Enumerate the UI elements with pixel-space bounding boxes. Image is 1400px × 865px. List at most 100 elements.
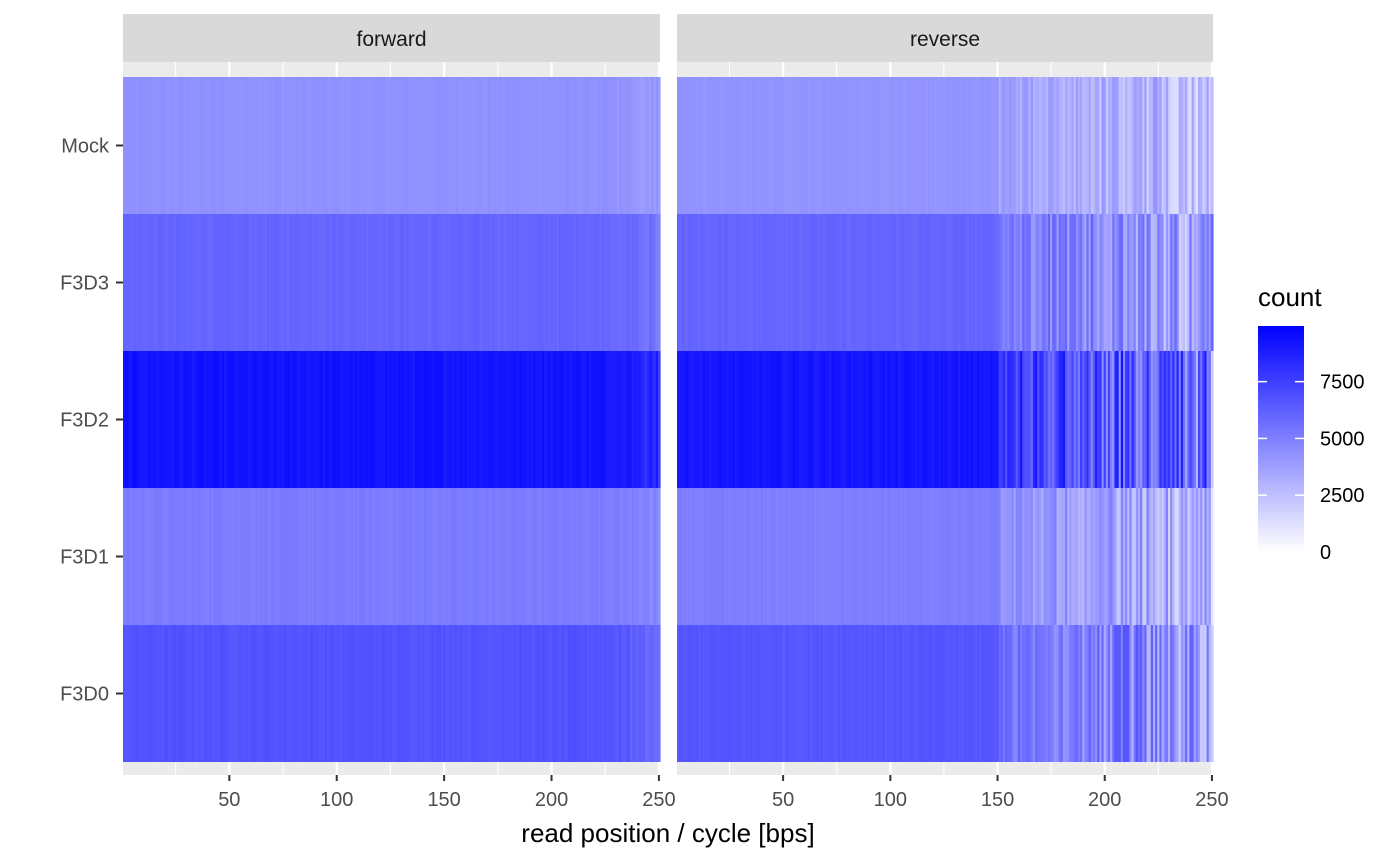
heatmap-tile	[1193, 214, 1197, 351]
heatmap-tile	[640, 488, 644, 625]
heatmap-tile	[531, 351, 534, 488]
heatmap-tile	[799, 77, 802, 214]
heatmap-tile	[1067, 214, 1070, 351]
heatmap-tile	[153, 77, 156, 214]
heatmap-tile	[754, 214, 757, 351]
heatmap-tile	[951, 488, 955, 625]
heatmap-tile	[1090, 214, 1094, 351]
heatmap-tile	[445, 488, 448, 625]
heatmap-tile	[1103, 214, 1107, 351]
heatmap-tile	[1148, 214, 1152, 351]
heatmap-tile	[275, 214, 279, 351]
heatmap-tile	[466, 488, 470, 625]
heatmap-tile	[839, 488, 843, 625]
heatmap-tile	[878, 77, 882, 214]
heatmap-tile	[820, 351, 824, 488]
heatmap-tile	[324, 351, 328, 488]
heatmap-tile	[719, 351, 723, 488]
heatmap-tile	[359, 77, 363, 214]
heatmap-tile	[629, 77, 633, 214]
heatmap-tile	[820, 214, 824, 351]
heatmap-tile	[803, 625, 807, 762]
heatmap-tile	[932, 351, 935, 488]
heatmap-tile	[299, 214, 302, 351]
heatmap-tile	[522, 625, 526, 762]
heatmap-tile	[844, 214, 847, 351]
heatmap-tile	[677, 214, 680, 351]
heatmap-tile	[559, 351, 562, 488]
heatmap-tile	[1024, 77, 1028, 214]
heatmap-tile	[655, 488, 659, 625]
heatmap-tile	[715, 77, 719, 214]
heatmap-tile	[266, 351, 270, 488]
heatmap-tile	[799, 214, 802, 351]
heatmap-tile	[329, 488, 332, 625]
heatmap-tile	[799, 351, 802, 488]
heatmap-tile	[722, 351, 725, 488]
heatmap-tile	[501, 214, 504, 351]
heatmap-tile	[996, 214, 1000, 351]
heatmap-tile	[1101, 214, 1105, 351]
heatmap-tile	[1084, 77, 1088, 214]
heatmap-tile	[228, 488, 231, 625]
heatmap-tile	[732, 214, 736, 351]
heatmap-tile	[632, 488, 635, 625]
heatmap-tile	[835, 77, 839, 214]
heatmap-tile	[724, 77, 727, 214]
heatmap-tile	[1028, 488, 1032, 625]
heatmap-tile	[198, 214, 201, 351]
heatmap-tile	[464, 351, 468, 488]
heatmap-tile	[1097, 214, 1100, 351]
heatmap-tile	[681, 351, 685, 488]
heatmap-tile	[464, 488, 468, 625]
heatmap-tile	[957, 214, 961, 351]
heatmap-tile	[1193, 488, 1197, 625]
heatmap-tile	[897, 77, 901, 214]
heatmap-tile	[273, 77, 277, 214]
heatmap-tile	[438, 214, 442, 351]
heatmap-tile	[447, 77, 451, 214]
heatmap-tile	[501, 488, 504, 625]
heatmap-tile	[812, 625, 815, 762]
heatmap-tile	[165, 351, 169, 488]
heatmap-tile	[914, 488, 918, 625]
heatmap-tile	[927, 351, 931, 488]
heatmap-tile	[700, 488, 704, 625]
heatmap-tile	[1152, 625, 1156, 762]
heatmap-tile	[771, 625, 775, 762]
heatmap-tile	[258, 351, 262, 488]
heatmap-tile	[829, 625, 832, 762]
heatmap-tile	[833, 77, 837, 214]
heatmap-tile	[1135, 214, 1139, 351]
heatmap-tile	[460, 351, 463, 488]
heatmap-tile	[571, 625, 575, 762]
heatmap-tile	[1133, 625, 1137, 762]
heatmap-tile	[352, 214, 356, 351]
heatmap-tile	[473, 488, 476, 625]
heatmap-tile	[157, 77, 161, 214]
heatmap-tile	[1152, 351, 1156, 488]
heatmap-tile	[867, 625, 871, 762]
heatmap-tile	[1131, 625, 1135, 762]
heatmap-tile	[522, 351, 526, 488]
heatmap-tile	[914, 77, 918, 214]
heatmap-tile	[580, 351, 584, 488]
heatmap-tile	[486, 625, 489, 762]
heatmap-tile	[135, 214, 139, 351]
heatmap-tile	[591, 625, 595, 762]
heatmap-tile	[812, 488, 815, 625]
heatmap-tile	[887, 625, 890, 762]
heatmap-tile	[692, 214, 695, 351]
heatmap-tile	[760, 488, 764, 625]
heatmap-tile	[361, 625, 365, 762]
heatmap-tile	[468, 214, 472, 351]
heatmap-tile	[732, 625, 736, 762]
heatmap-tile	[288, 214, 292, 351]
heatmap-tile	[1191, 77, 1195, 214]
heatmap-tile	[443, 77, 446, 214]
heatmap-tile	[238, 351, 242, 488]
heatmap-tile	[949, 214, 953, 351]
heatmap-tile	[344, 351, 347, 488]
heatmap-tile	[704, 351, 708, 488]
